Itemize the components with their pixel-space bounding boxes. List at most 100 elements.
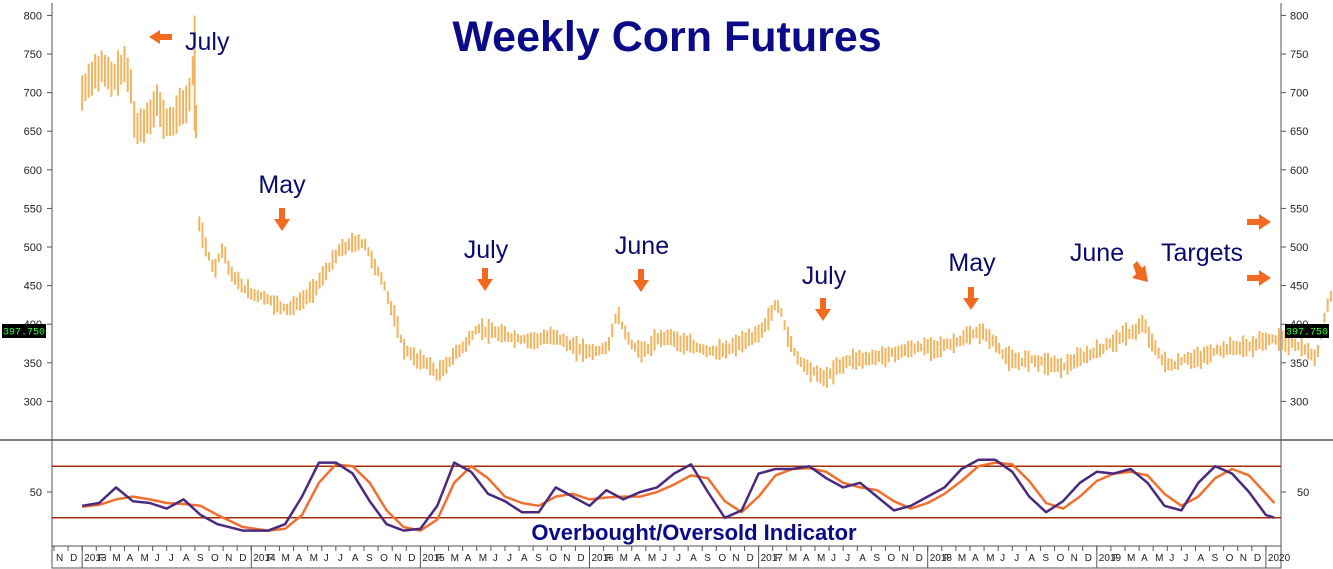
annotation-july-2013: July: [185, 28, 230, 56]
annotation-may-2014: May: [258, 171, 306, 199]
arrow-down-icon: [815, 298, 831, 321]
y-tick-label: 500: [1290, 242, 1308, 254]
indicator-tick-label: 50: [30, 487, 42, 499]
x-month-label: M: [141, 553, 149, 564]
x-year-label: 2015: [422, 553, 445, 564]
x-month-label: J: [676, 553, 681, 564]
x-month-label: D: [577, 553, 584, 564]
y-tick-label: 800: [1290, 10, 1308, 22]
x-month-label: J: [493, 553, 498, 564]
x-month-label: N: [732, 553, 739, 564]
indicator-ticks: 50 50: [30, 465, 1309, 519]
x-month-label: J: [338, 553, 343, 564]
arrow-left-icon: [149, 30, 172, 44]
x-month-label: S: [535, 553, 542, 564]
x-month-label: S: [366, 553, 373, 564]
x-month-label: N: [1071, 553, 1078, 564]
x-month-label: J: [662, 553, 667, 564]
y-tick-label: 500: [24, 242, 42, 254]
y-tick-label: 700: [1290, 88, 1308, 100]
x-month-label: A: [1197, 553, 1204, 564]
y-tick-label: 750: [1290, 49, 1308, 61]
y-tick-label: 300: [1290, 396, 1308, 408]
x-month-label: A: [521, 553, 528, 564]
y-tick-label: 350: [24, 358, 42, 370]
x-month-label: S: [1212, 553, 1219, 564]
x-month-label: F: [267, 553, 273, 564]
x-month-label: D: [408, 553, 415, 564]
x-month-label: J: [1183, 553, 1188, 564]
chart-title: Weekly Corn Futures: [452, 13, 881, 61]
y-tick-label: 450: [24, 281, 42, 293]
x-month-label: A: [352, 553, 359, 564]
x-month-label: O: [1226, 553, 1234, 564]
x-year-label: 2016: [591, 553, 614, 564]
y-tick-label: 550: [24, 203, 42, 215]
x-month-label: M: [817, 553, 825, 564]
x-month-label: J: [831, 553, 836, 564]
y-tick-label: 750: [24, 49, 42, 61]
annotation-july-2017: July: [802, 262, 847, 290]
arrow-down-icon: [633, 269, 649, 292]
x-month-label: M: [310, 553, 318, 564]
x-month-label: S: [873, 553, 880, 564]
x-month-label: S: [1042, 553, 1049, 564]
x-month-label: O: [549, 553, 557, 564]
annotations: July May July June July May June Targets: [149, 28, 1271, 321]
x-month-label: M: [281, 553, 289, 564]
x-month-label: F: [98, 553, 104, 564]
x-month-label: S: [197, 553, 204, 564]
x-month-label: J: [169, 553, 174, 564]
x-month-label: M: [479, 553, 487, 564]
x-month-label: M: [1127, 553, 1135, 564]
arrow-down-icon: [477, 268, 493, 291]
y-tick-label: 650: [1290, 126, 1308, 138]
annotation-targets: Targets: [1161, 239, 1243, 267]
x-month-label: N: [225, 553, 232, 564]
x-month-label: O: [211, 553, 219, 564]
x-month-label: N: [563, 553, 570, 564]
last-price-badge-right: [1285, 324, 1329, 338]
x-month-label: F: [436, 553, 442, 564]
x-year-label: 2020: [1268, 553, 1291, 564]
x-month-label: D: [70, 553, 77, 564]
y-tick-label: 550: [1290, 203, 1308, 215]
x-month-label: D: [239, 553, 246, 564]
x-month-label: D: [747, 553, 754, 564]
x-month-label: S: [704, 553, 711, 564]
x-month-label: M: [620, 553, 628, 564]
x-month-label: A: [972, 553, 979, 564]
x-month-label: J: [155, 553, 160, 564]
x-month-label: A: [859, 553, 866, 564]
x-month-label: J: [507, 553, 512, 564]
x-month-label: A: [1028, 553, 1035, 564]
x-month-label: J: [324, 553, 329, 564]
y-tick-label: 350: [1290, 358, 1308, 370]
last-price-left: 397.750: [3, 328, 45, 339]
x-month-label: A: [803, 553, 810, 564]
x-month-label: N: [902, 553, 909, 564]
y-tick-label: 300: [24, 396, 42, 408]
x-month-label: A: [183, 553, 190, 564]
x-month-label: F: [1113, 553, 1119, 564]
x-month-label: M: [648, 553, 656, 564]
x-month-label: M: [986, 553, 994, 564]
indicator-tick-label: 50: [1297, 487, 1309, 499]
x-year-label: 2013: [84, 553, 107, 564]
x-month-label: J: [1169, 553, 1174, 564]
x-year-label: 2019: [1099, 553, 1122, 564]
annotation-may-2018: May: [948, 249, 996, 277]
x-month-label: F: [944, 553, 950, 564]
x-month-label: A: [1141, 553, 1148, 564]
y-ticks-left: 300350400450500550600650700750800: [24, 10, 52, 408]
annotation-july-2015: July: [464, 236, 509, 264]
y-tick-label: 800: [24, 10, 42, 22]
x-month-label: D: [1254, 553, 1261, 564]
x-year-label: 2018: [930, 553, 953, 564]
y-tick-label: 650: [24, 126, 42, 138]
x-month-label: D: [916, 553, 923, 564]
x-month-label: M: [451, 553, 459, 564]
x-month-label: A: [465, 553, 472, 564]
